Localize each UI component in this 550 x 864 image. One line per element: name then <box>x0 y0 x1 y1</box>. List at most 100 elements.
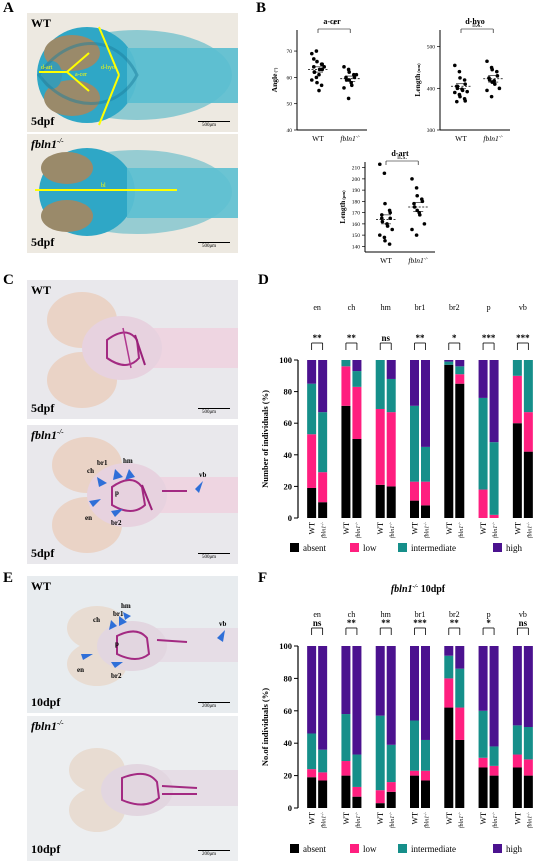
bar-segment-absent <box>352 439 362 518</box>
bar-segment-absent <box>352 796 362 808</box>
stage-label: 5dpf <box>31 546 55 560</box>
data-point <box>320 62 324 67</box>
genotype-label: WT <box>31 283 52 297</box>
bar-segment-intermediate <box>318 749 328 773</box>
bar-segment-intermediate <box>421 739 430 771</box>
y-tick-label: 100 <box>279 641 292 651</box>
bar-segment-intermediate <box>352 371 362 387</box>
bar-segment-low <box>421 770 430 781</box>
category-label-ch: ch <box>348 610 356 619</box>
y-axis-label: Angle (°) <box>270 67 279 92</box>
bar-segment-intermediate <box>375 360 385 409</box>
bar-segment-low <box>444 678 454 708</box>
y-tick-label: 0 <box>288 513 292 523</box>
y-axis-label: Number of individuals (%) <box>260 390 270 488</box>
bar-label-wt: WT <box>411 522 420 535</box>
x-label-wt: WT <box>380 256 392 265</box>
bar-segment-absent <box>421 780 430 808</box>
y-tick-label: 180 <box>352 199 361 205</box>
category-label-hm: hm <box>381 610 392 619</box>
bar-segment-absent <box>478 767 488 808</box>
vb-label: vb <box>199 471 207 479</box>
genotype-label: fbln1-/- <box>31 428 64 442</box>
bar-segment-high <box>421 360 430 447</box>
panel-label-c: C <box>3 272 14 288</box>
bar-segment-absent <box>512 423 522 518</box>
bar-segment-absent <box>455 739 465 808</box>
photo-e-fbln1: fbln1-/- 10dpf 200μm <box>27 716 238 861</box>
data-point <box>383 238 387 243</box>
larva-alizarin-fbln1-illustration: ch br1 hm p en br2 vb <box>52 437 238 553</box>
bar-segment-low <box>512 375 522 424</box>
bar-segment-high <box>307 646 317 734</box>
data-point <box>465 89 469 94</box>
bar-label-fbln1: fbln1-/- <box>525 811 533 828</box>
data-point <box>310 78 314 82</box>
bar-label-fbln1: fbln1-/- <box>320 811 328 828</box>
y-tick-label: 170 <box>352 211 361 217</box>
legend-label-intermediate: intermediate <box>411 844 456 854</box>
bar-segment-intermediate <box>478 397 488 490</box>
data-point <box>312 57 316 61</box>
bar-label-wt: WT <box>479 812 488 825</box>
data-point <box>410 177 414 181</box>
bar-label-fbln1: fbln1-/- <box>320 521 328 538</box>
stage-label: 5dpf <box>31 235 55 249</box>
br2-label: br2 <box>111 519 122 527</box>
bar-label-wt: WT <box>479 522 488 535</box>
bar-segment-absent <box>386 486 396 518</box>
bar-segment-low <box>352 786 362 797</box>
ch-label: ch <box>87 467 94 475</box>
data-point <box>455 84 460 89</box>
bar-segment-intermediate <box>512 725 522 755</box>
sig-label: ns <box>381 333 390 343</box>
y-tick-label: 70 <box>287 49 293 55</box>
data-point <box>342 65 346 69</box>
category-label-en: en <box>313 303 321 312</box>
bar-segment-high <box>386 360 396 379</box>
bar-segment-low <box>523 412 533 452</box>
y-tick-label: 80 <box>284 673 293 683</box>
bar-segment-intermediate <box>421 446 430 482</box>
data-point <box>387 242 392 246</box>
bar-segment-low <box>318 472 328 503</box>
sig-label: ** <box>347 333 357 343</box>
bar-segment-low <box>318 772 328 781</box>
x-label-fbln1: fbln1-/- <box>408 256 428 265</box>
ch-label: ch <box>93 616 100 624</box>
bar-segment-high <box>386 646 396 745</box>
genotype-label: WT <box>31 579 52 593</box>
sig-label: n.s. <box>472 21 482 29</box>
data-point <box>455 99 459 104</box>
bar-segment-low <box>489 514 499 518</box>
bar-segment-absent <box>523 775 533 808</box>
larva-alcian-wt-illustration: d-art a-cer d-hyo <box>37 26 238 126</box>
y-tick-label: 160 <box>352 222 361 228</box>
scale-bar <box>198 850 230 851</box>
data-point <box>390 227 394 232</box>
sig-label: * <box>332 21 336 29</box>
bar-segment-high <box>489 646 499 747</box>
data-point <box>414 233 419 237</box>
data-point <box>422 222 427 226</box>
y-tick-label: 60 <box>287 75 293 81</box>
bar-segment-intermediate <box>341 360 351 367</box>
hm-label: hm <box>121 602 131 610</box>
dot-plot-title: a-cer <box>323 17 341 26</box>
data-point <box>315 59 319 64</box>
panel-label-b: B <box>256 0 267 16</box>
bar-label-wt: WT <box>308 812 317 825</box>
larva-alcian-fbln1-illustration: bl <box>35 148 238 236</box>
bar-segment-low <box>375 790 385 804</box>
data-point <box>414 186 419 190</box>
bar-segment-low <box>523 759 533 776</box>
bar-segment-low <box>386 782 396 792</box>
bar-segment-intermediate <box>318 412 328 473</box>
sig-label: ns <box>519 618 528 628</box>
larva-10dpf-wt-illustration: ch br1 hm p en br2 vb <box>67 602 238 686</box>
y-tick-label: 190 <box>352 188 361 194</box>
scale-bar <box>198 553 230 554</box>
bar-label-fbln1: fbln1-/- <box>388 521 396 538</box>
scale-label: 500μm <box>202 555 217 560</box>
photo-a-wt: d-art a-cer d-hyo WT 5dpf 500μm <box>27 13 238 132</box>
